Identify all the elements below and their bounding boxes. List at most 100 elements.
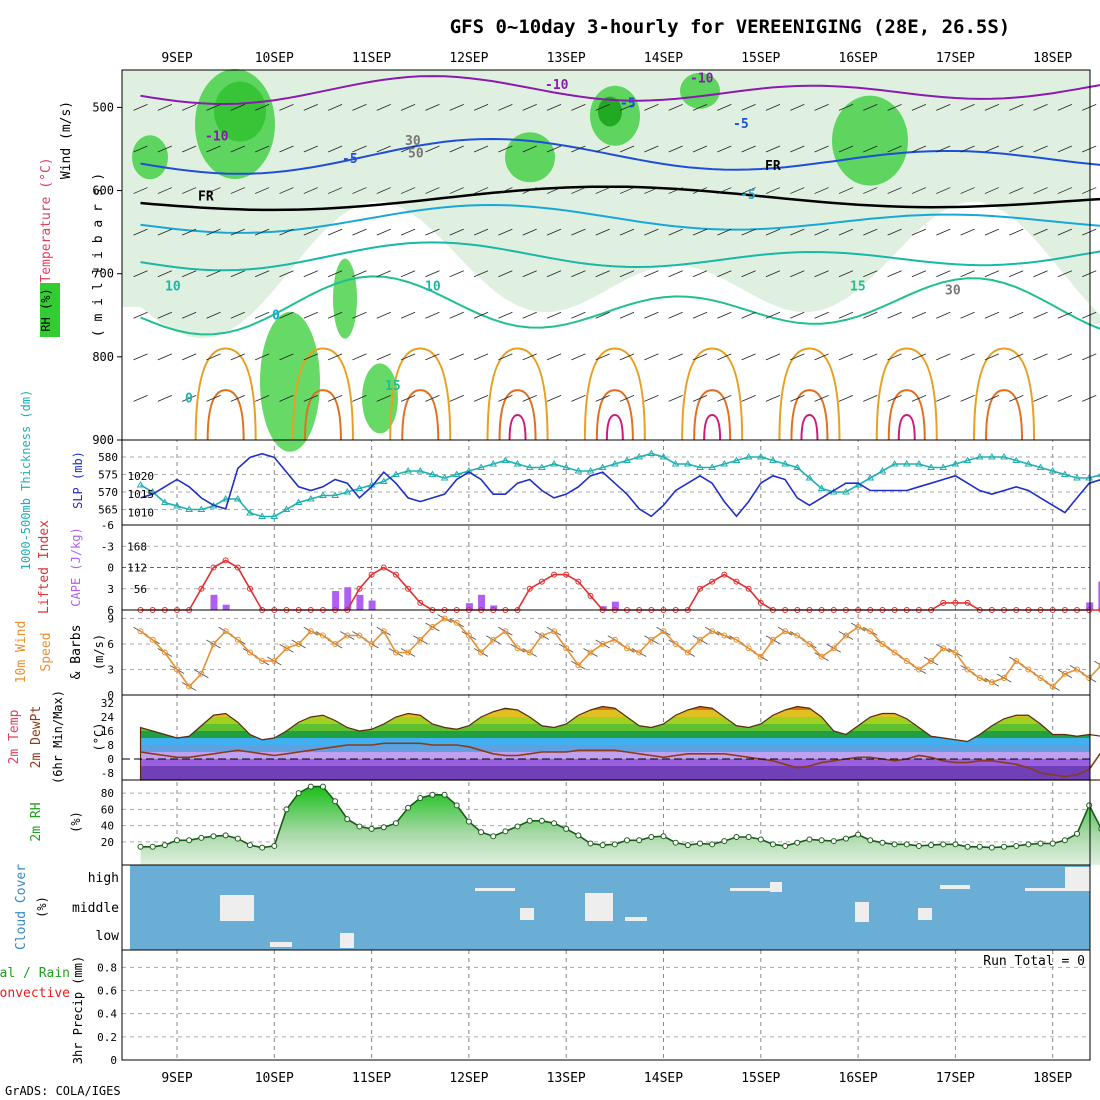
cape-bar bbox=[356, 594, 364, 610]
precip-unit-label: 3hr Precip (mm) bbox=[71, 956, 85, 1064]
temp-band bbox=[140, 724, 1090, 731]
rh-line-point bbox=[198, 834, 205, 841]
wind-barb bbox=[279, 311, 294, 319]
rh-line-point bbox=[648, 834, 655, 840]
wind-speed-line-point bbox=[283, 645, 290, 652]
lifted-index-line-point bbox=[952, 599, 959, 606]
wind-barb bbox=[1082, 228, 1097, 236]
wind-barb bbox=[133, 353, 148, 361]
wind-barb bbox=[619, 104, 635, 111]
rh-line-point bbox=[174, 837, 180, 844]
li-tick: 3 bbox=[107, 583, 114, 596]
wind-barb bbox=[911, 104, 927, 111]
wind-barb bbox=[692, 187, 708, 194]
temp-tick: -8 bbox=[101, 767, 114, 780]
wind-speed-line-point bbox=[660, 628, 667, 635]
wind-barb bbox=[595, 311, 610, 319]
wind-barb bbox=[157, 187, 172, 194]
cloud-patch bbox=[1065, 867, 1090, 891]
wind-barb bbox=[960, 395, 975, 402]
wind-speed-line-point bbox=[721, 632, 728, 639]
wind-speed-line-point bbox=[1061, 670, 1068, 677]
slp-line bbox=[140, 452, 1100, 518]
contour-25 bbox=[985, 389, 1024, 441]
stability-panel bbox=[122, 545, 1100, 613]
rh-line-point bbox=[782, 842, 789, 849]
thickness-line-point bbox=[951, 460, 960, 467]
wind-barb bbox=[425, 353, 440, 361]
cloud-patch bbox=[475, 888, 515, 891]
wind-barb bbox=[790, 311, 805, 319]
lifted-index-line-point bbox=[405, 585, 412, 592]
contour-label: FR bbox=[765, 159, 781, 174]
thickness-line-point bbox=[683, 460, 692, 467]
wind-barb bbox=[522, 395, 537, 402]
rh-line-point bbox=[794, 839, 801, 846]
rh-line-point bbox=[855, 831, 862, 838]
wind-barb bbox=[425, 270, 440, 278]
temp-tick: 32 bbox=[101, 697, 114, 710]
wind-speed-line-point bbox=[332, 641, 339, 647]
lifted-index-line-point bbox=[368, 571, 375, 578]
wind-speed-line-point bbox=[842, 632, 849, 639]
wind-barb bbox=[206, 395, 221, 402]
wind-barb bbox=[1057, 145, 1073, 153]
wind-barb bbox=[473, 270, 489, 278]
wind-barb bbox=[327, 187, 343, 194]
temp-fill-bands bbox=[140, 706, 1090, 780]
thickness-line-point bbox=[136, 481, 145, 488]
contour-5 bbox=[140, 241, 1100, 272]
wind-tick: 3 bbox=[107, 664, 114, 677]
rh-line-point bbox=[332, 798, 339, 805]
wind-barb bbox=[498, 104, 513, 111]
wind-barb bbox=[498, 187, 513, 194]
contour-25 bbox=[887, 389, 926, 441]
thickness-line-point bbox=[428, 470, 437, 477]
cloud-patch bbox=[520, 908, 534, 920]
rh-line-point bbox=[587, 840, 594, 847]
thickness-line-point bbox=[513, 460, 522, 467]
wind-barb bbox=[1082, 353, 1097, 361]
contour-label: 30 bbox=[405, 134, 421, 149]
wind-speed-line-point bbox=[648, 636, 655, 643]
contour-20 bbox=[194, 347, 257, 441]
wind-speed-line-point bbox=[794, 632, 801, 639]
pressure-tick: 800 bbox=[92, 350, 114, 364]
wind-barb bbox=[473, 395, 489, 402]
rh-line-point bbox=[721, 838, 728, 845]
rh-line-point bbox=[1001, 843, 1008, 850]
thickness-line-point bbox=[501, 456, 510, 463]
wind-barb bbox=[1057, 187, 1073, 194]
wind-barb bbox=[765, 228, 781, 236]
wind-barb bbox=[838, 187, 854, 194]
thickness-tick: 575 bbox=[98, 469, 118, 482]
rh-line-point bbox=[1025, 841, 1032, 848]
dewpt-line bbox=[140, 742, 1100, 778]
thickness-line-point bbox=[647, 449, 656, 456]
wind-barb bbox=[254, 145, 270, 153]
wind-barb bbox=[814, 311, 829, 319]
wind-barb bbox=[376, 311, 391, 319]
wind-barb bbox=[352, 311, 367, 319]
wind-barb bbox=[133, 311, 148, 319]
wind-barb bbox=[1009, 187, 1024, 194]
wind-barb bbox=[619, 395, 635, 402]
thickness-line-point bbox=[623, 456, 631, 463]
wind-barb bbox=[1033, 187, 1048, 194]
rh-line-point bbox=[222, 832, 229, 839]
contour-20 bbox=[389, 347, 452, 441]
thickness-line-point bbox=[392, 470, 400, 477]
wind-barb bbox=[254, 353, 270, 361]
rh-line-point bbox=[502, 828, 509, 835]
rh-legend: RH (%) bbox=[39, 283, 60, 337]
rh-line-point bbox=[478, 829, 485, 836]
cloud-level-label: low bbox=[96, 929, 120, 944]
thickness-line-point bbox=[294, 498, 303, 505]
rh-line-point bbox=[769, 841, 776, 848]
wind-barb bbox=[644, 395, 659, 402]
wind-barb bbox=[1082, 104, 1097, 111]
rh-line-point bbox=[295, 790, 302, 797]
thickness-line-point bbox=[282, 505, 291, 512]
wind-barb bbox=[936, 104, 951, 111]
pressure-unit-label: ( m i l l i b a r s ) bbox=[91, 173, 106, 337]
